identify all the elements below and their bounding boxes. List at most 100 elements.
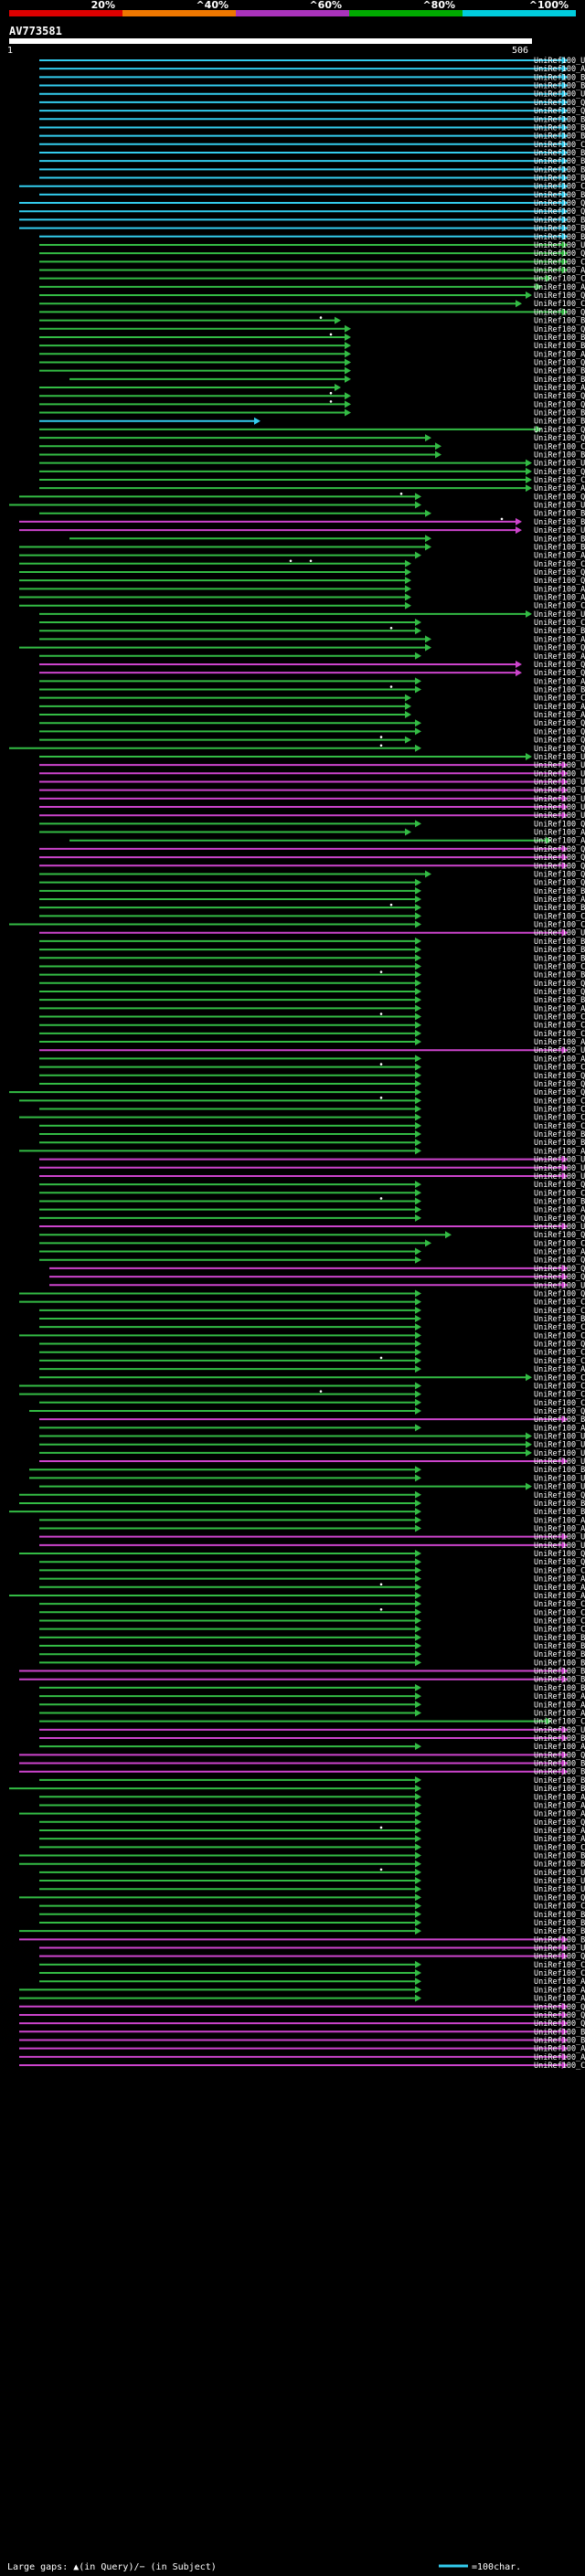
hit-label[interactable]: UniRef100_B1TSE7 xyxy=(534,1668,585,1677)
hit-label[interactable]: UniRef100_UP1000.. xyxy=(534,811,585,821)
hit-row[interactable]: UniRef100_B2TG62 xyxy=(39,946,585,955)
hit-row[interactable]: UniRef100_B9FAV9 xyxy=(39,132,585,142)
hit-label[interactable]: UniRef100_A5V1V5 xyxy=(534,677,585,686)
hit-row[interactable]: UniRef100_Q2LJX7 xyxy=(9,744,585,754)
hit-label[interactable]: UniRef100_B8B3S1 xyxy=(534,225,585,234)
hit-label[interactable]: UniRef100_B0UYJ7 xyxy=(534,1676,585,1685)
hit-row[interactable]: UniRef100_B9RLR3 xyxy=(29,1466,585,1475)
hit-label[interactable]: UniRef100_A6ZFN8 xyxy=(534,384,585,393)
hit-row[interactable]: UniRef100_B9R9M0 xyxy=(39,73,585,82)
hit-label[interactable]: UniRef100_Q8BMV1 xyxy=(534,1273,585,1282)
hit-label[interactable]: UniRef100_UP1000.. xyxy=(534,1483,585,1492)
hit-label[interactable]: UniRef100_C6BZJ8 xyxy=(534,560,585,569)
hit-label[interactable]: UniRef100_C6IFR6 xyxy=(534,1122,585,1131)
hit-label[interactable]: UniRef100_B1LYN2 xyxy=(534,2036,585,2045)
hit-row[interactable]: UniRef100_B1JFM5 xyxy=(39,996,585,1005)
hit-label[interactable]: UniRef100_UP1000.. xyxy=(534,1885,585,1894)
hit-row[interactable]: UniRef100_B8NMB0 xyxy=(69,535,585,544)
hit-row[interactable]: UniRef100_C3V4E2 xyxy=(39,1239,585,1248)
hit-label[interactable]: UniRef100_C9KUU4 xyxy=(534,1013,585,1023)
hit-label[interactable]: UniRef100_B1YNZ5 xyxy=(534,1734,585,1744)
hit-row[interactable]: UniRef100_Q5LA44 xyxy=(39,1079,585,1089)
hit-label[interactable]: UniRef100_A9AKY4 xyxy=(534,1743,585,1752)
hit-row[interactable]: UniRef100_B1K277 xyxy=(39,1415,585,1425)
hit-label[interactable]: UniRef100_A7M5Q2 xyxy=(534,1365,585,1374)
hit-row[interactable]: UniRef100_UP1000.. xyxy=(39,1944,585,1954)
hit-row[interactable]: UniRef100_C2M6S8 xyxy=(39,1600,585,1609)
hit-label[interactable]: UniRef100_UP1000.. xyxy=(534,1869,585,1878)
hit-row[interactable]: UniRef100_C3QDD5 xyxy=(39,1029,585,1039)
hit-row[interactable]: UniRef100_A6VB84 xyxy=(39,484,585,493)
hit-row[interactable]: UniRef100_B1TST3 xyxy=(39,1918,585,1928)
hit-label[interactable]: UniRef100_UP1000.. xyxy=(534,761,585,770)
hit-row[interactable]: UniRef100_B9FTS6 xyxy=(19,216,585,225)
hit-label[interactable]: UniRef100_B3S7L0 xyxy=(534,518,585,527)
hit-label[interactable]: UniRef100_Q43KX9 xyxy=(534,669,585,678)
hit-row[interactable]: UniRef100_B3D5K6 xyxy=(39,1659,585,1668)
hit-row[interactable]: UniRef100_B9HDN8 xyxy=(39,165,585,175)
hit-row[interactable]: UniRef100_C3Q610 xyxy=(39,1356,585,1366)
hit-label[interactable]: UniRef100_B9BF06 xyxy=(534,1768,585,1777)
hit-row[interactable]: UniRef100_UP1000.. xyxy=(39,1725,585,1735)
hit-label[interactable]: UniRef100_C6C6R2 xyxy=(534,1903,585,1912)
hit-label[interactable]: UniRef100_UP1000.. xyxy=(534,753,585,762)
hit-label[interactable]: UniRef100_Q3JDC2 xyxy=(534,392,585,401)
hit-row[interactable]: UniRef100_UP1000.. xyxy=(39,1448,585,1458)
hit-label[interactable]: UniRef100_B1TST3 xyxy=(534,1919,585,1928)
hit-row[interactable]: UniRef100_UP1000.. xyxy=(39,794,585,804)
hit-row[interactable]: UniRef100_A6L9D5 xyxy=(39,1055,585,1064)
hit-row[interactable]: UniRef100_A2S9D1 xyxy=(19,1986,585,1995)
hit-row[interactable]: UniRef100_B6QZV9 xyxy=(39,1642,585,1651)
hit-row[interactable]: UniRef100_B5WWG4 xyxy=(39,1315,585,1324)
hit-label[interactable]: UniRef100_Q0B9H1 xyxy=(534,1558,585,1567)
hit-row[interactable]: UniRef100_C0UUV0 xyxy=(19,1390,585,1400)
hit-row[interactable]: UniRef100_Q47HJ5 xyxy=(9,1088,585,1097)
hit-label[interactable]: UniRef100_UP1000.. xyxy=(534,1474,585,1483)
hit-row[interactable]: UniRef100_UP1000.. xyxy=(9,501,585,511)
hit-row[interactable]: UniRef100_A7QDV5 xyxy=(39,65,585,74)
hit-label[interactable]: UniRef100_C1MSM8 xyxy=(534,275,585,284)
hit-label[interactable]: UniRef100_UP1000.. xyxy=(534,803,585,812)
hit-row[interactable]: UniRef100_B1Z2U3 xyxy=(39,1910,585,1920)
hit-label[interactable]: UniRef100_UP1000.. xyxy=(534,1449,585,1458)
hit-label[interactable]: UniRef100_B9R9M0 xyxy=(534,73,585,82)
hit-label[interactable]: UniRef100_B1FHD3 xyxy=(534,1785,585,1794)
hit-row[interactable]: UniRef100_B8FFE7 xyxy=(39,626,585,636)
hit-row[interactable]: UniRef100_A4RSW8 xyxy=(39,282,585,292)
hit-row[interactable]: UniRef100_B9RRT5 xyxy=(39,174,585,184)
hit-row[interactable]: UniRef100_B8GDV5 xyxy=(19,543,585,552)
hit-label[interactable]: UniRef100_UP1000.. xyxy=(534,929,585,938)
hit-row[interactable]: UniRef100_B4EAT0 xyxy=(9,1508,585,1517)
hit-label[interactable]: UniRef100_B2JEX6 xyxy=(534,954,585,963)
hit-label[interactable]: UniRef100_A9AUS9 xyxy=(534,552,585,561)
hit-row[interactable]: UniRef100_A7NFE0 xyxy=(39,896,585,905)
hit-row[interactable]: UniRef100_C3Q4D4 xyxy=(39,1105,585,1115)
hit-row[interactable]: UniRef100_B4WHQ0 xyxy=(39,1139,585,1148)
hit-row[interactable]: UniRef100_UP1000.. xyxy=(39,240,585,250)
hit-row[interactable]: UniRef100_A5WB71 xyxy=(39,1004,585,1013)
hit-row[interactable]: UniRef100_A7M5Q2 xyxy=(39,1365,585,1374)
hit-label[interactable]: UniRef100_Q0BBS2 xyxy=(534,1491,585,1500)
hit-label[interactable]: UniRef100_B9X5Z6 xyxy=(534,904,585,913)
hit-row[interactable]: UniRef100_Q0BBS2 xyxy=(19,1490,585,1500)
hit-row[interactable]: UniRef100_Q1UWV9 xyxy=(39,878,585,888)
hit-label[interactable]: UniRef100_B5WWG4 xyxy=(534,1315,585,1324)
hit-row[interactable]: UniRef100_B9YVL8 xyxy=(69,375,585,385)
hit-row[interactable]: UniRef100_B8B3S1 xyxy=(19,224,585,234)
hit-label[interactable]: UniRef100_UP1000.. xyxy=(534,1281,585,1290)
hit-label[interactable]: UniRef100_A4JNA0 xyxy=(534,1827,585,1836)
hit-row[interactable]: UniRef100_A6ZFN8 xyxy=(39,384,585,393)
hit-row[interactable]: UniRef100_C3QRS7 xyxy=(39,1021,585,1031)
hit-row[interactable]: UniRef100_UP1000.. xyxy=(39,610,585,620)
hit-label[interactable]: UniRef100_A3GHK8 xyxy=(534,2053,585,2062)
hit-label[interactable]: UniRef100_B9RKH1 xyxy=(534,233,585,242)
hit-label[interactable]: UniRef100_B9HDN8 xyxy=(534,165,585,175)
hit-row[interactable]: UniRef100_B4EID5 xyxy=(19,1499,585,1509)
hit-label[interactable]: UniRef100_A3IV40 xyxy=(534,1810,585,1819)
hit-label[interactable]: UniRef100_A6VF05 xyxy=(534,1575,585,1585)
hit-label[interactable]: UniRef100_A2TG86 xyxy=(534,1801,585,1810)
hit-label[interactable]: UniRef100_A8DJX2 xyxy=(534,1248,585,1257)
hit-label[interactable]: UniRef100_A7QDV5 xyxy=(534,65,585,74)
hit-label[interactable]: UniRef100_B4EID5 xyxy=(534,1500,585,1509)
hit-row[interactable]: UniRef100_Q4G3F9 xyxy=(39,820,585,829)
